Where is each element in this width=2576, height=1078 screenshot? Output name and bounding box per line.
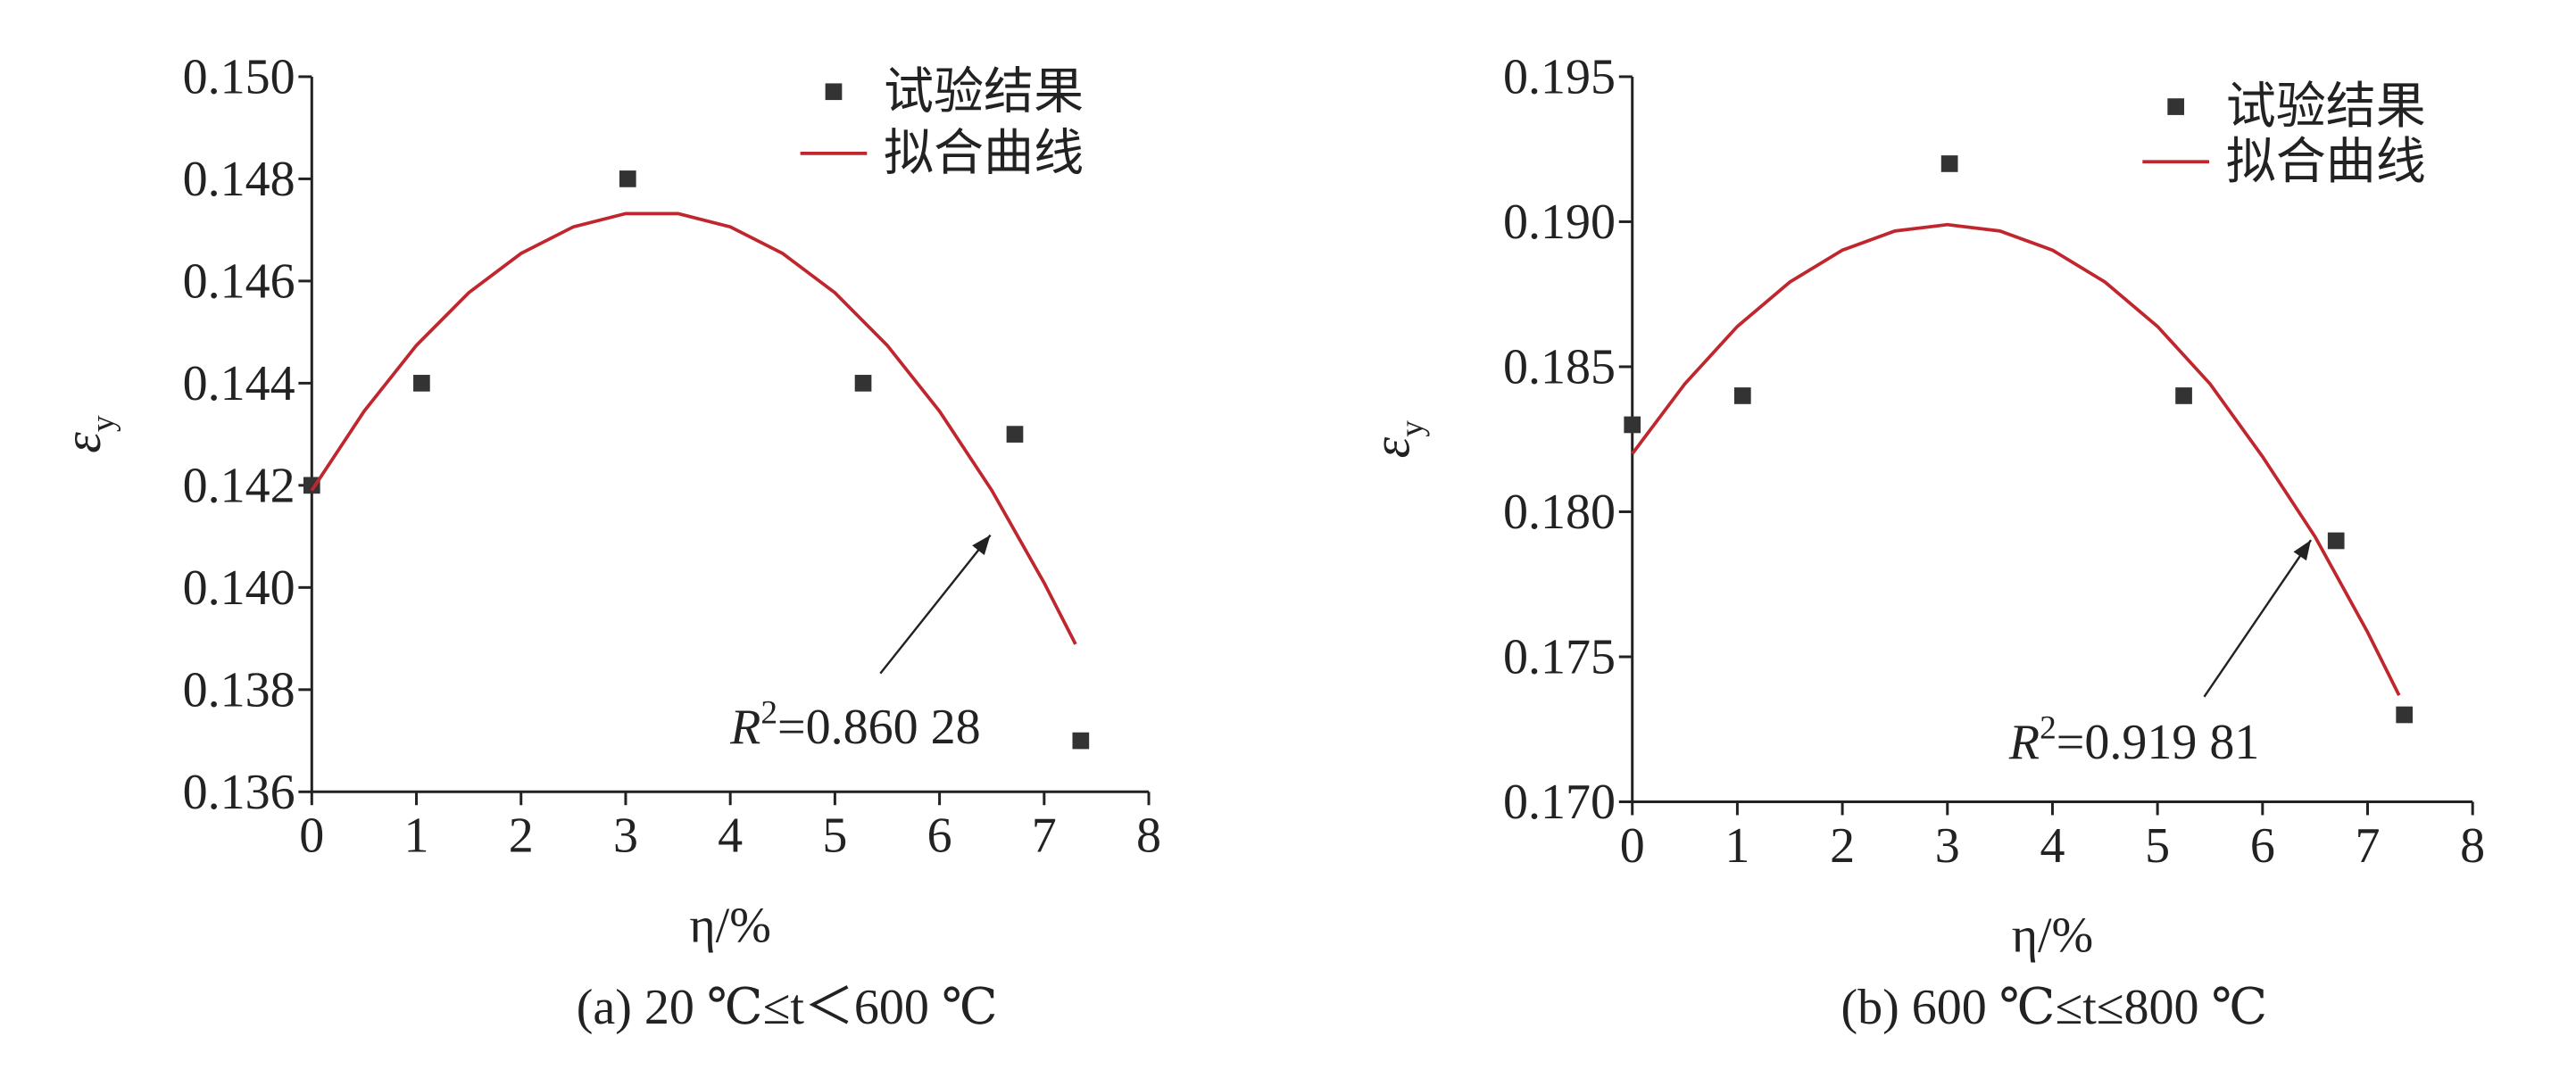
fit-line: [310, 211, 1077, 645]
caption: (a) 20 ℃≤t＜600 ℃: [577, 980, 998, 1035]
y-label-subscript: y: [1393, 420, 1430, 437]
x-tick-label: 3: [613, 808, 638, 864]
y-tick-label: 0.148: [183, 152, 295, 207]
annotation-text: =0.919 81: [2057, 715, 2260, 770]
annotation-superscript: 2: [2040, 710, 2057, 747]
annotation-symbol: R: [2008, 715, 2040, 770]
x-tick-label: 5: [2145, 818, 2170, 874]
y-tick-label: 0.170: [1503, 775, 1616, 830]
annotation: R2=0.919 81: [2008, 710, 2260, 770]
x-tick-label: 2: [509, 808, 534, 864]
x-axis-label: η/%: [2012, 908, 2094, 964]
x-tick-label: 1: [1724, 818, 1749, 874]
y-label-subscript: y: [85, 415, 121, 432]
y-tick-label: 0.195: [1503, 50, 1616, 105]
y-axis-label: εy: [1361, 420, 1430, 459]
data-point: [1006, 426, 1024, 443]
annotation: R2=0.860 28: [729, 695, 981, 755]
x-tick-label: 6: [927, 808, 952, 864]
x-tick-label: 4: [2040, 818, 2065, 874]
y-tick-label: 0.136: [183, 765, 295, 820]
annotation-superscript: 2: [760, 695, 777, 732]
data-point: [1072, 732, 1090, 750]
legend-marker: [2167, 98, 2185, 115]
data-point: [2396, 706, 2414, 724]
x-tick-label: 7: [2355, 818, 2380, 874]
data-point: [1940, 155, 1958, 172]
data-point: [2175, 387, 2192, 404]
data-point: [1733, 387, 1751, 404]
x-tick-label: 7: [1032, 808, 1057, 864]
x-tick-label: 8: [2460, 818, 2485, 874]
x-tick-label: 6: [2250, 818, 2275, 874]
data-point: [2327, 532, 2345, 550]
x-tick-label: 0: [299, 808, 324, 864]
y-tick-label: 0.175: [1503, 630, 1616, 685]
annotation-symbol: R: [729, 700, 760, 755]
y-axis-label: εy: [53, 415, 121, 453]
annotation-arrow: [879, 534, 992, 675]
data-point: [854, 375, 872, 392]
caption: (b) 600 ℃≤t≤800 ℃: [1841, 980, 2267, 1035]
x-tick-label: 2: [1830, 818, 1855, 874]
y-tick-label: 0.190: [1503, 195, 1616, 250]
x-tick-label: 3: [1935, 818, 1960, 874]
legend-label: 试验结果: [884, 64, 1084, 120]
data-point: [413, 375, 430, 392]
legend-label: 拟合曲线: [2226, 135, 2426, 190]
annotation-text: =0.860 28: [777, 700, 981, 755]
y-tick-label: 0.138: [183, 662, 295, 717]
x-axis-label: η/%: [689, 898, 771, 953]
data-point: [1624, 416, 1641, 434]
y-tick-label: 0.185: [1503, 340, 1616, 395]
y-tick-label: 0.180: [1503, 485, 1616, 540]
fit-line: [1631, 222, 2401, 697]
data-point: [619, 170, 636, 187]
x-tick-label: 5: [822, 808, 847, 864]
x-tick-label: 4: [718, 808, 743, 864]
y-tick-label: 0.146: [183, 254, 295, 310]
y-tick-label: 0.142: [183, 459, 295, 514]
axes: [310, 76, 1150, 793]
y-label-symbol: ε: [1361, 436, 1420, 458]
y-tick-label: 0.150: [183, 50, 295, 105]
x-tick-label: 8: [1136, 808, 1161, 864]
legend-label: 试验结果: [2226, 79, 2426, 135]
y-label-symbol: ε: [53, 432, 112, 453]
annotation-arrow: [2203, 539, 2312, 698]
x-tick-label: 1: [404, 808, 429, 864]
legend-label: 拟合曲线: [884, 127, 1084, 182]
x-tick-label: 0: [1620, 818, 1645, 874]
y-tick-label: 0.140: [183, 560, 295, 616]
y-tick-label: 0.144: [183, 356, 295, 411]
legend-marker: [825, 83, 843, 101]
